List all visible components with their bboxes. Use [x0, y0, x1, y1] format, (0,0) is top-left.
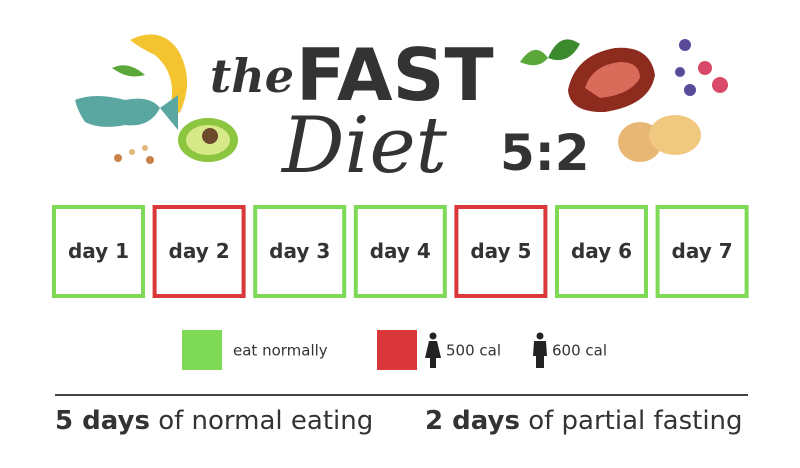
legend-swatch-normal	[182, 330, 222, 370]
footer-right: 2 days of partial fasting	[425, 406, 743, 436]
day-row: day 1 day 2 day 3 day 4 day 5 day 6 day 7	[52, 205, 749, 298]
day-label: day 7	[672, 239, 733, 263]
title-prefix: the	[210, 49, 294, 103]
day-label: day 5	[470, 239, 531, 263]
day-box	[655, 205, 749, 298]
legend-swatch-fast	[377, 330, 417, 370]
day-box	[152, 205, 246, 298]
legend-label-normal: eat normally	[233, 342, 328, 360]
day-label: day 4	[370, 239, 431, 263]
footer-right-strong: 2 days	[425, 406, 520, 436]
legend-label-men: 600 cal	[552, 342, 607, 360]
footer-left: 5 days of normal eating	[55, 406, 373, 436]
title-ratio: 5:2	[500, 124, 590, 182]
woman-icon	[425, 332, 441, 368]
footer-right-rest: of partial fasting	[528, 406, 742, 436]
day-box	[454, 205, 548, 298]
day-label: day 2	[169, 239, 230, 263]
title-main: FAST	[296, 33, 494, 117]
day-box	[253, 205, 347, 298]
footer-left-rest: of normal eating	[158, 406, 373, 436]
day-label: day 3	[269, 239, 330, 263]
title-script: Diet	[280, 101, 448, 191]
man-icon	[533, 332, 547, 368]
day-box	[52, 205, 145, 298]
legend-label-women: 500 cal	[446, 342, 501, 360]
day-box	[555, 205, 648, 298]
food-illustrations	[75, 34, 728, 164]
day-label: day 1	[68, 239, 129, 263]
day-box	[353, 205, 447, 298]
footer-left-strong: 5 days	[55, 406, 150, 436]
day-label: day 6	[571, 239, 632, 263]
